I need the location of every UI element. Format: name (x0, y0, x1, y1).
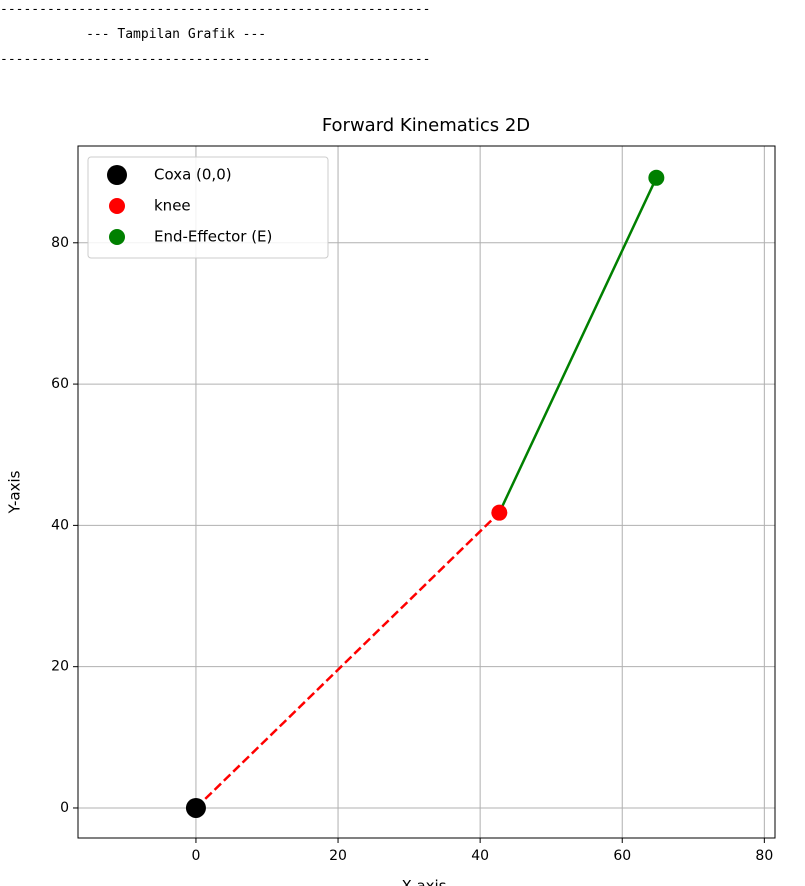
x-tick-label: 40 (471, 848, 489, 864)
x-tick-label: 0 (191, 848, 200, 864)
y-tick-label: 40 (51, 517, 69, 533)
legend-marker (109, 198, 125, 214)
x-tick-label: 80 (755, 848, 773, 864)
joint-marker (491, 504, 508, 521)
console-line: ----------------------------------------… (0, 2, 431, 17)
x-tick-label: 60 (613, 848, 631, 864)
x-axis-label: X-axis (402, 877, 447, 886)
console-line: --- Tampilan Grafik --- (0, 27, 267, 42)
y-tick-label: 0 (60, 800, 69, 816)
joint-marker (185, 797, 206, 818)
x-tick-label: 20 (329, 848, 347, 864)
legend-label: Coxa (0,0) (154, 166, 232, 184)
console-line: ----------------------------------------… (0, 52, 431, 67)
legend-label: End-Effector (E) (154, 228, 272, 246)
legend-box (87, 156, 329, 259)
joint-marker (648, 169, 665, 186)
link-segment (195, 511, 501, 809)
legend-label: knee (154, 197, 191, 215)
link-segment (498, 177, 658, 514)
plot-frame (77, 145, 776, 839)
y-tick-label: 20 (51, 659, 69, 675)
legend-marker (107, 165, 127, 185)
legend-marker (109, 229, 125, 245)
y-tick-label: 80 (51, 235, 69, 251)
y-tick-label: 60 (51, 376, 69, 392)
chart-title: Forward Kinematics 2D (322, 115, 530, 136)
y-axis-label: Y-axis (6, 470, 24, 514)
console-output: ----------------------------------------… (0, 0, 430, 72)
